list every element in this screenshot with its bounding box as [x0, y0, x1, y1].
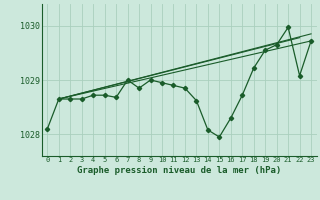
X-axis label: Graphe pression niveau de la mer (hPa): Graphe pression niveau de la mer (hPa): [77, 166, 281, 175]
